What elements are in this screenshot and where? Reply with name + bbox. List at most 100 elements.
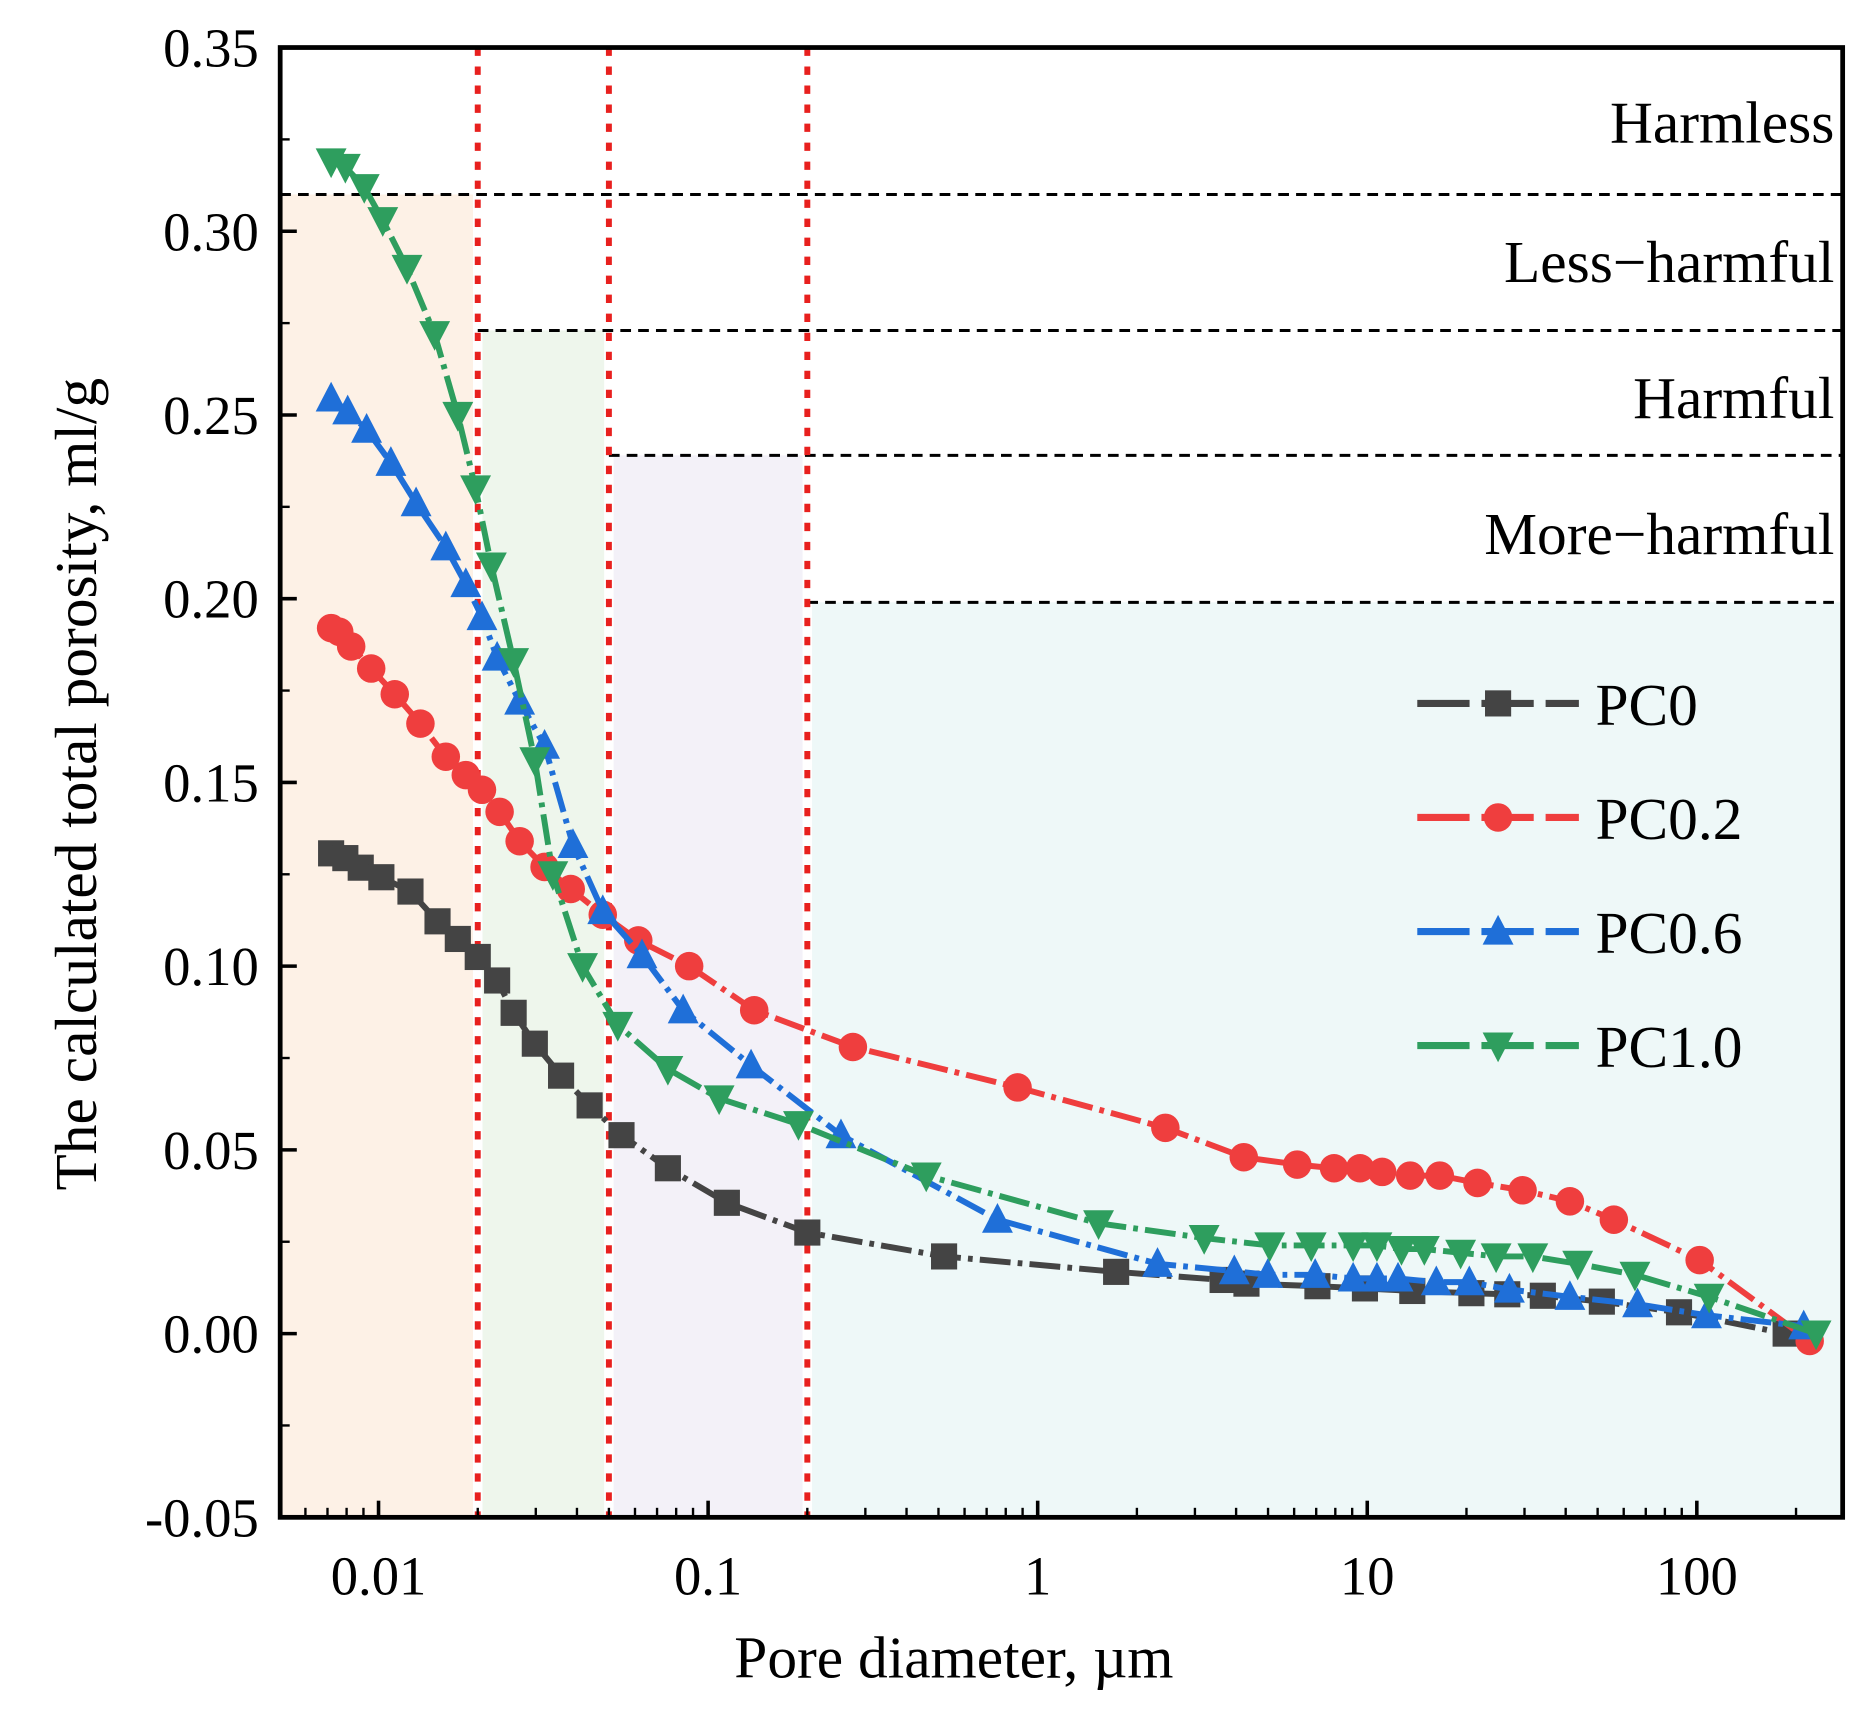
data-point xyxy=(466,600,498,631)
data-point xyxy=(464,943,491,971)
data-point xyxy=(475,552,507,583)
y-tick-label: 0.30 xyxy=(163,201,259,262)
data-point xyxy=(587,894,619,925)
data-point xyxy=(332,394,364,425)
data-point xyxy=(1395,1161,1425,1190)
data-point xyxy=(1493,1272,1525,1303)
data-point xyxy=(1188,1224,1220,1255)
data-point xyxy=(500,999,527,1026)
data-point xyxy=(1445,1239,1477,1270)
y-tick-label: -0.05 xyxy=(145,1487,259,1548)
data-point xyxy=(1386,1236,1417,1266)
data-point xyxy=(368,864,395,891)
data-point xyxy=(567,953,599,983)
data-point xyxy=(703,1085,735,1116)
data-point xyxy=(1420,1265,1452,1296)
data-point xyxy=(356,654,386,683)
data-point xyxy=(1218,1254,1250,1285)
data-point xyxy=(1361,1232,1393,1263)
data-point xyxy=(1562,1250,1594,1281)
data-point xyxy=(391,254,423,285)
series-line xyxy=(330,158,1818,1337)
y-tick-label: 0.05 xyxy=(163,1120,259,1181)
legend-marker xyxy=(1482,914,1514,945)
data-point xyxy=(1254,1232,1286,1263)
data-point xyxy=(1103,1258,1130,1285)
legend-marker xyxy=(1483,803,1513,832)
data-point xyxy=(1361,1261,1393,1292)
data-point xyxy=(1622,1287,1654,1318)
data-point xyxy=(1382,1261,1414,1292)
region-band xyxy=(812,602,1841,1518)
data-point xyxy=(1480,1243,1512,1274)
data-point xyxy=(1345,1153,1375,1183)
x-tick-label: 0.1 xyxy=(674,1546,742,1607)
data-point xyxy=(450,567,482,598)
region-label: Harmful xyxy=(1633,365,1834,431)
data-point xyxy=(1083,1210,1114,1240)
data-point xyxy=(484,967,511,994)
data-point xyxy=(351,413,383,443)
legend: PC0 PC0.2 PC0.6 PC1.0 xyxy=(1417,672,1742,1080)
data-point xyxy=(1282,1150,1312,1179)
data-point xyxy=(739,995,769,1025)
data-point xyxy=(442,401,474,432)
data-point xyxy=(1252,1258,1284,1288)
y-tick-label: 0.20 xyxy=(163,569,259,630)
data-point xyxy=(1425,1161,1455,1190)
legend-marker xyxy=(1485,690,1512,717)
data-point xyxy=(557,828,589,858)
x-tick-label: 100 xyxy=(1656,1546,1738,1607)
data-point xyxy=(485,797,514,827)
data-point xyxy=(1367,1157,1397,1187)
data-point xyxy=(548,1062,575,1089)
data-point xyxy=(602,1011,634,1042)
data-point xyxy=(1508,1176,1537,1205)
data-point xyxy=(431,742,461,771)
legend-label: PC1.0 xyxy=(1596,1014,1743,1080)
x-tick-label: 10 xyxy=(1340,1546,1395,1607)
data-point xyxy=(1619,1261,1651,1292)
y-tick-label: 0.00 xyxy=(163,1304,259,1365)
series-pc1-0 xyxy=(315,148,1832,1351)
data-point xyxy=(1151,1113,1180,1143)
data-point xyxy=(556,874,586,904)
data-point xyxy=(537,861,569,891)
data-point xyxy=(315,381,347,412)
data-point xyxy=(419,321,451,351)
data-point xyxy=(1685,1245,1714,1275)
data-point xyxy=(336,632,366,661)
data-point xyxy=(713,1189,740,1216)
y-tick-label: 0.10 xyxy=(163,936,259,997)
region-band xyxy=(613,455,803,1518)
data-point xyxy=(1408,1236,1440,1266)
legend-marker xyxy=(1482,1032,1514,1063)
data-point xyxy=(576,1092,603,1119)
data-point xyxy=(397,878,424,905)
data-point xyxy=(1693,1283,1725,1314)
data-point xyxy=(1142,1247,1173,1277)
data-point xyxy=(498,648,530,678)
data-point xyxy=(521,1030,548,1057)
data-point xyxy=(735,1048,767,1079)
data-point xyxy=(652,1055,684,1086)
data-point xyxy=(467,775,497,805)
data-point xyxy=(380,679,410,709)
data-point xyxy=(1003,1073,1032,1102)
x-axis-label: Pore diameter, µm xyxy=(734,1625,1173,1691)
data-point xyxy=(667,993,699,1024)
data-point xyxy=(654,1155,681,1182)
legend-label: PC0 xyxy=(1596,672,1698,738)
data-point xyxy=(838,1032,868,1062)
y-tick-label: 0.25 xyxy=(163,385,259,446)
data-point xyxy=(1517,1243,1549,1274)
data-point xyxy=(519,747,551,778)
data-point xyxy=(674,951,704,981)
data-point xyxy=(626,938,658,969)
data-point xyxy=(329,153,361,184)
data-point xyxy=(1691,1298,1722,1329)
data-point xyxy=(783,1111,814,1141)
data-point xyxy=(460,475,492,506)
data-point xyxy=(481,640,513,671)
